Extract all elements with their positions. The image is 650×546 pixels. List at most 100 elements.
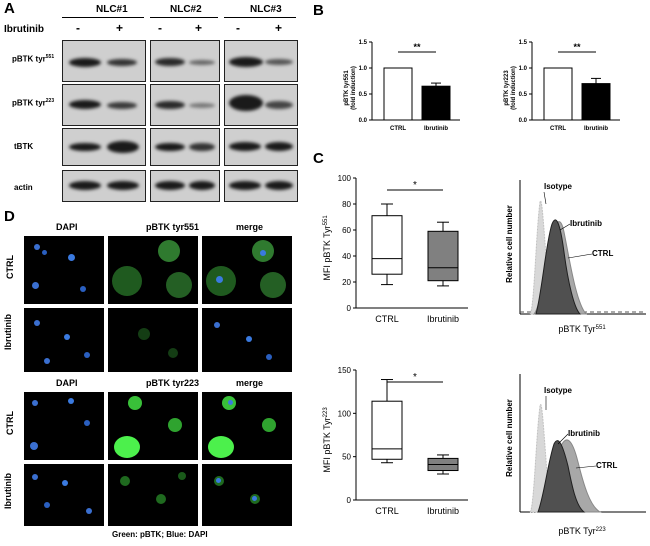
bar-ytick-label-1-1: 0.5 (519, 92, 528, 98)
box-ytick-label-0-3: 60 (342, 226, 351, 235)
histogram-label-ctrl-2: CTRL (596, 461, 617, 470)
bar-ytick-label-0-0: 0.0 (359, 118, 368, 124)
box-1-0 (371, 400, 403, 460)
blot-row-label-tbtk: tBTK (14, 142, 34, 151)
micro-pbtk-ctrl-223 (108, 392, 198, 460)
blot-nlc3-tyr223 (224, 84, 298, 126)
micro-dapi-ibrutinib-551 (24, 308, 104, 372)
histogram-isotype-curve-1 (529, 200, 557, 315)
box-ytick-label-0-1: 20 (342, 278, 351, 287)
box-ytick-label-1-1: 50 (342, 453, 351, 462)
sign-plus-1: + (116, 21, 124, 35)
bar-ytick-label-1-2: 1.0 (519, 66, 528, 72)
group-underline-2 (150, 17, 218, 18)
bar-ytick-label-0-3: 1.5 (359, 40, 368, 46)
box-ytick-label-0-4: 80 (342, 200, 351, 209)
micro-col-pbtk223: pBTK tyr223 (146, 378, 200, 388)
micro-merge-ctrl-223 (202, 392, 292, 460)
blot-row-label-tyr223: pBTK tyr223 (12, 98, 55, 108)
bar-category-0-1: Ibrutinib (424, 126, 448, 132)
bar-category-0-0: CTRL (390, 126, 406, 132)
blot-nlc1-actin (62, 170, 146, 202)
micro-row-ctrl-1: CTRL (5, 255, 15, 279)
box-ytick-label-0-0: 0 (347, 304, 352, 313)
blot-row-label-actin: actin (14, 183, 33, 192)
micro-col-merge-1: merge (236, 222, 264, 232)
box-ytick-label-1-0: 0 (347, 496, 352, 505)
group-underline-1 (62, 17, 144, 18)
histogram-label-isotype-2: Isotype (544, 386, 573, 395)
box-category-1-1: Ibrutinib (427, 506, 459, 516)
sign-plus-3: + (275, 21, 283, 35)
sign-plus-2: + (195, 21, 203, 35)
bar-chart-ylabel-2: pBTK tyr223 (504, 70, 510, 106)
box-ytick-label-0-5: 100 (338, 174, 352, 183)
histogram-ylabel-2: Relative cell number (505, 399, 514, 477)
micro-col-pbtk551: pBTK tyr551 (146, 222, 200, 232)
histogram-xlabel-2: pBTK Tyr223 (558, 526, 606, 536)
bar-ytick-label-0-1: 0.5 (359, 92, 368, 98)
bar-category-1-0: CTRL (550, 126, 566, 132)
bar-chart-ylabel-2b: (fold induction) (511, 66, 517, 110)
box-ytick-label-0-2: 40 (342, 252, 351, 261)
blot-nlc2-tbtk (150, 128, 220, 166)
histogram-label-isotype-1: Isotype (544, 182, 573, 191)
blot-nlc1-tbtk (62, 128, 146, 166)
histogram-tyr223: Relative cell number Isotype Ibrutinib C… (505, 374, 646, 536)
blot-row-label-tyr551: pBTK tyr551 (12, 54, 55, 64)
sign-minus-3: - (236, 21, 240, 35)
group-label-nlc3: NLC#3 (250, 4, 282, 15)
box-category-0-1: Ibrutinib (427, 314, 459, 324)
micro-caption: Green: pBTK; Blue: DAPI (112, 530, 208, 539)
box-ytick-label-1-2: 100 (338, 409, 352, 418)
histogram-label-ibrutinib-2: Ibrutinib (568, 429, 600, 438)
panel-b-letter: B (313, 2, 324, 19)
histogram-ibrutinib-curve-1 (535, 219, 582, 315)
box-sig-label-1: * (413, 372, 417, 383)
micro-merge-ibrutinib-551 (202, 308, 292, 372)
histogram-ylabel-1: Relative cell number (505, 205, 514, 283)
box-0-1 (427, 230, 459, 282)
panel-c-letter: C (313, 150, 324, 167)
group-label-nlc1: NLC#1 (96, 4, 128, 15)
micro-col-dapi-2: DAPI (56, 378, 78, 388)
histogram-tyr551: Relative cell number Isotype Ibrutinib C… (505, 180, 646, 334)
boxplot-tyr551: 0 20 40 60 80 100 CTRL Ibrutinib * MFI pBTK Tyr5… (322, 174, 468, 324)
bar-ytick-label-1-3: 1.5 (519, 40, 528, 46)
sign-minus-2: - (158, 21, 162, 35)
blot-nlc2-tyr223 (150, 84, 220, 126)
panel-a-letter: A (4, 0, 15, 17)
group-underline-3 (224, 17, 296, 18)
blot-nlc2-actin (150, 170, 220, 202)
blot-nlc2-tyr551 (150, 40, 220, 82)
blot-nlc1-tyr551 (62, 40, 146, 82)
micro-merge-ctrl-551 (202, 236, 292, 304)
micro-merge-ibrutinib-223 (202, 464, 292, 526)
box-ytick-label-1-3: 150 (338, 366, 352, 375)
micro-row-ibrutinib-1: Ibrutinib (3, 314, 13, 350)
bar-ytick-label-1-0: 0.0 (519, 118, 528, 124)
blot-nlc1-tyr223 (62, 84, 146, 126)
bar-sig-label-0: ** (413, 42, 421, 52)
bar-category-1-1: Ibrutinib (584, 126, 608, 132)
bar-0-0 (383, 67, 413, 121)
boxplot-tyr223: 0 50 100 150 CTRL Ibrutinib * MFI pBTK Tyr223 (322, 366, 468, 516)
boxplot-ylabel-1: MFI pBTK Tyr551 (322, 215, 332, 281)
box-0-0 (371, 215, 403, 275)
micro-dapi-ctrl-223 (24, 392, 104, 460)
histogram-label-ctrl-1: CTRL (592, 249, 613, 258)
boxplot-ylabel-2: MFI pBTK Tyr223 (322, 407, 332, 473)
micro-row-ctrl-2: CTRL (5, 411, 15, 435)
sign-minus-1: - (76, 21, 80, 35)
micro-col-dapi-1: DAPI (56, 222, 78, 232)
micro-dapi-ctrl-551 (24, 236, 104, 304)
blot-nlc3-tbtk (224, 128, 298, 166)
bar-1-1 (581, 83, 611, 121)
box-category-0-0: CTRL (375, 314, 399, 324)
bar-0-1 (421, 85, 451, 121)
histogram-ibrutinib-curve-2 (537, 440, 586, 513)
blot-nlc3-actin (224, 170, 298, 202)
treatment-label: Ibrutinib (4, 24, 44, 35)
bar-ytick-label-0-2: 1.0 (359, 66, 368, 72)
